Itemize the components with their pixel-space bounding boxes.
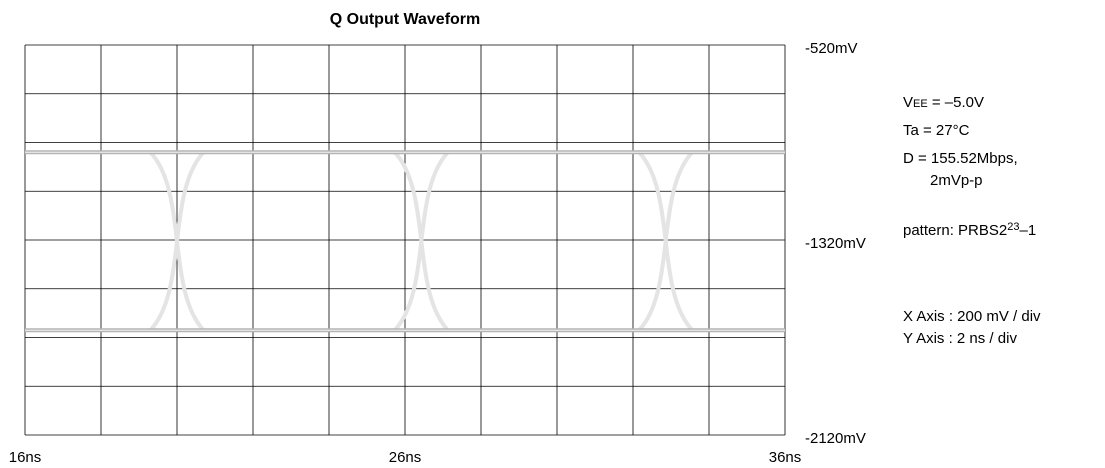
note-part: –1 xyxy=(1019,222,1036,239)
note-yaxis: Y Axis : 2 ns / div xyxy=(903,330,1017,347)
y-tick-label: -1320mV xyxy=(805,235,866,252)
note-part: pattern: PRBS2 xyxy=(903,222,1007,239)
y-tick-label: -2120mV xyxy=(805,430,866,447)
chart-title: Q Output Waveform xyxy=(330,11,481,28)
rising-edge xyxy=(637,150,694,332)
rising-edge xyxy=(148,150,206,332)
x-tick-label: 36ns xyxy=(769,449,802,466)
x-tick-label: 16ns xyxy=(9,449,42,466)
note-part: 23 xyxy=(1007,221,1019,233)
rising-edge xyxy=(393,150,450,332)
note-xaxis: X Axis : 200 mV / div xyxy=(903,308,1041,325)
note-pattern: pattern: PRBS223–1 xyxy=(903,221,1036,239)
y-tick-label: -520mV xyxy=(805,40,858,57)
note-part: = –5.0V xyxy=(928,94,984,111)
note-part: EE xyxy=(913,98,928,110)
x-tick-label: 26ns xyxy=(389,449,422,466)
note-part: V xyxy=(903,94,913,111)
note-vee: VEE = –5.0V xyxy=(903,94,984,111)
note-d: 2mVp-p xyxy=(930,172,983,189)
note-ta: Ta = 27°C xyxy=(903,122,970,139)
note-d: D = 155.52Mbps, xyxy=(903,150,1018,167)
